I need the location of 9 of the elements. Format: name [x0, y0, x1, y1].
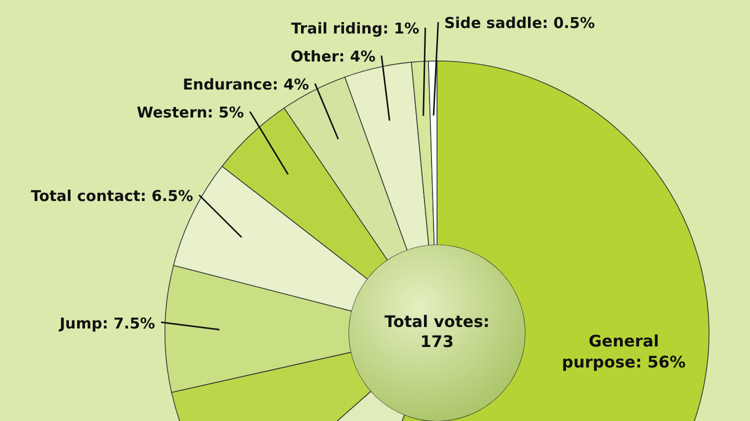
text: Total votes: 173 [384, 312, 490, 351]
slice-label: Endurance: 4% [182, 76, 309, 94]
slice-label: General purpose: 56% [562, 332, 686, 372]
slice-label: Trail riding: 1% [291, 20, 420, 38]
slice-label: Total contact: 6.5% [30, 187, 194, 206]
slice-label: Jump: 7.5% [58, 314, 156, 332]
slice-label: Western: 5% [136, 104, 244, 122]
slice-label: Side saddle: 0.5% [444, 14, 595, 32]
slice-label: Other: 4% [290, 48, 376, 66]
